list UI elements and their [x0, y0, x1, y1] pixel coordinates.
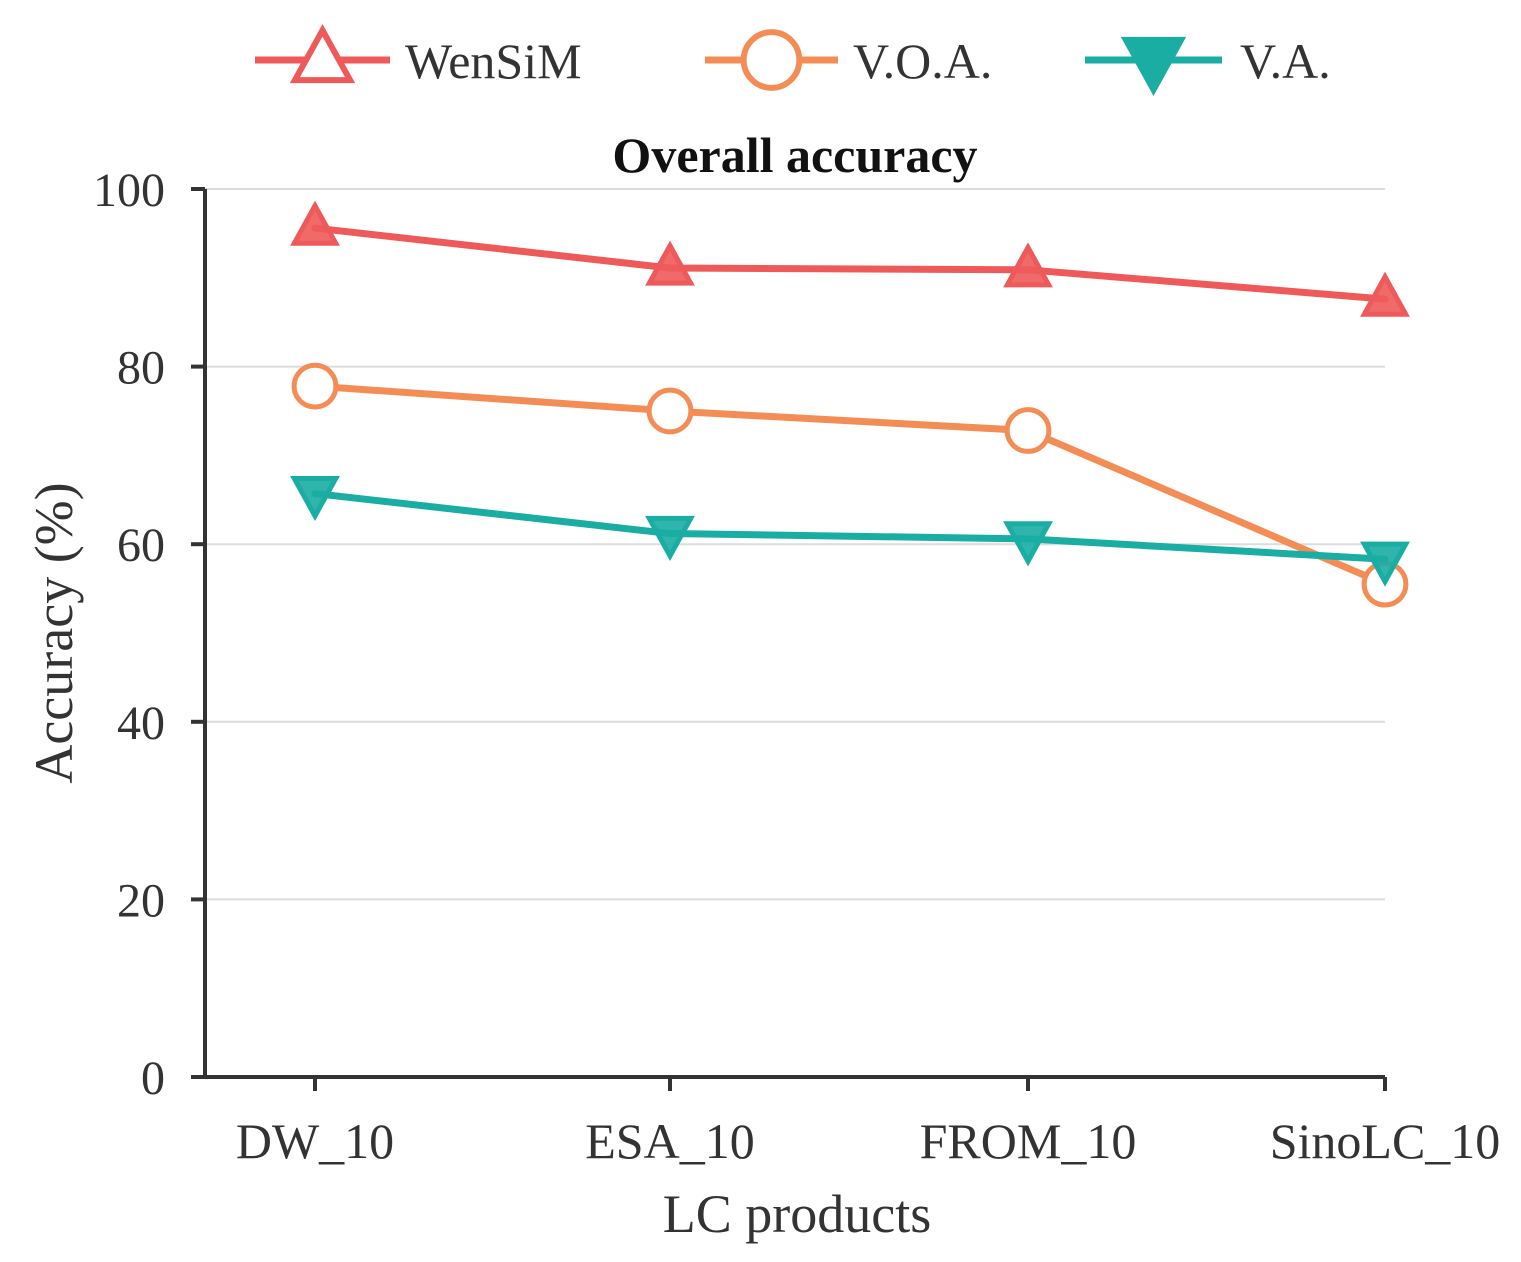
data-point: [290, 200, 340, 246]
legend: WenSiM V.O.A. V.A.: [255, 24, 1331, 96]
series-V.O.A.: [291, 362, 1409, 608]
y-tick-label: 100: [93, 164, 165, 217]
series-group: [290, 200, 1410, 608]
legend-marker: [289, 24, 356, 84]
legend-item: V.A.: [1085, 33, 1331, 96]
data-point: [645, 515, 695, 562]
data-point: [290, 475, 340, 522]
y-tick-label: 20: [117, 874, 165, 927]
series-WenSiM: [290, 200, 1410, 317]
data-point: [1003, 521, 1053, 567]
legend-label: V.A.: [1240, 33, 1331, 89]
y-tick-label: 40: [117, 697, 165, 750]
legend-marker: [1120, 36, 1187, 96]
axes: [203, 189, 1385, 1079]
x-tick-labels: DW_10 ESA_10 FROM_10 SinoLC_10: [236, 1077, 1500, 1169]
data-point: [291, 362, 339, 410]
legend-label: WenSiM: [405, 33, 582, 89]
y-tick-labels: 0 20 40 60 80 100: [93, 164, 205, 1105]
legend-marker: [740, 29, 803, 91]
x-tick-label: FROM_10: [920, 1113, 1137, 1169]
series-line: [311, 224, 1389, 303]
x-tick-label: DW_10: [236, 1113, 394, 1169]
gridlines: [205, 188, 1385, 901]
x-tick-label: SinoLC_10: [1270, 1113, 1501, 1169]
legend-item: WenSiM: [255, 24, 582, 89]
data-point: [646, 387, 694, 435]
series-V.A.: [290, 475, 1410, 587]
x-tick-label: ESA_10: [585, 1113, 754, 1169]
data-point: [1004, 407, 1052, 454]
series-line: [311, 490, 1389, 563]
data-point: [1360, 271, 1410, 317]
series-line: [311, 382, 1389, 588]
legend-label: V.O.A.: [853, 33, 992, 89]
data-point: [1360, 541, 1410, 587]
data-point: [645, 240, 695, 286]
x-axis-label: LC products: [663, 1184, 931, 1244]
y-axis-label: Accuracy (%): [24, 482, 84, 783]
chart-title: Overall accuracy: [612, 127, 977, 183]
legend-item: V.O.A.: [705, 29, 992, 91]
data-point: [1003, 242, 1053, 288]
y-tick-label: 80: [117, 342, 165, 395]
y-tick-label: 0: [141, 1052, 165, 1105]
y-tick-label: 60: [117, 519, 165, 572]
